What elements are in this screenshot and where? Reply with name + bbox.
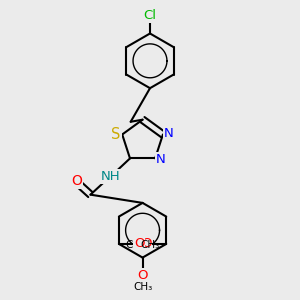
Text: S: S bbox=[111, 127, 120, 142]
Text: O: O bbox=[71, 174, 82, 188]
Text: Cl: Cl bbox=[143, 9, 157, 22]
Text: O: O bbox=[134, 237, 144, 250]
Text: CH₃: CH₃ bbox=[125, 240, 144, 250]
Text: O: O bbox=[137, 269, 148, 282]
Text: NH: NH bbox=[101, 170, 121, 183]
Text: CH₃: CH₃ bbox=[133, 282, 152, 292]
Text: O: O bbox=[141, 237, 151, 250]
Text: N: N bbox=[156, 153, 166, 166]
Text: CH₃: CH₃ bbox=[141, 240, 160, 250]
Text: N: N bbox=[164, 127, 174, 140]
